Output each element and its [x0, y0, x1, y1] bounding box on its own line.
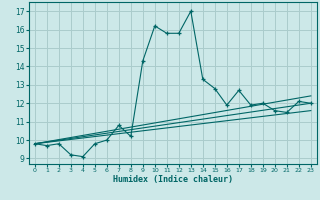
X-axis label: Humidex (Indice chaleur): Humidex (Indice chaleur): [113, 175, 233, 184]
